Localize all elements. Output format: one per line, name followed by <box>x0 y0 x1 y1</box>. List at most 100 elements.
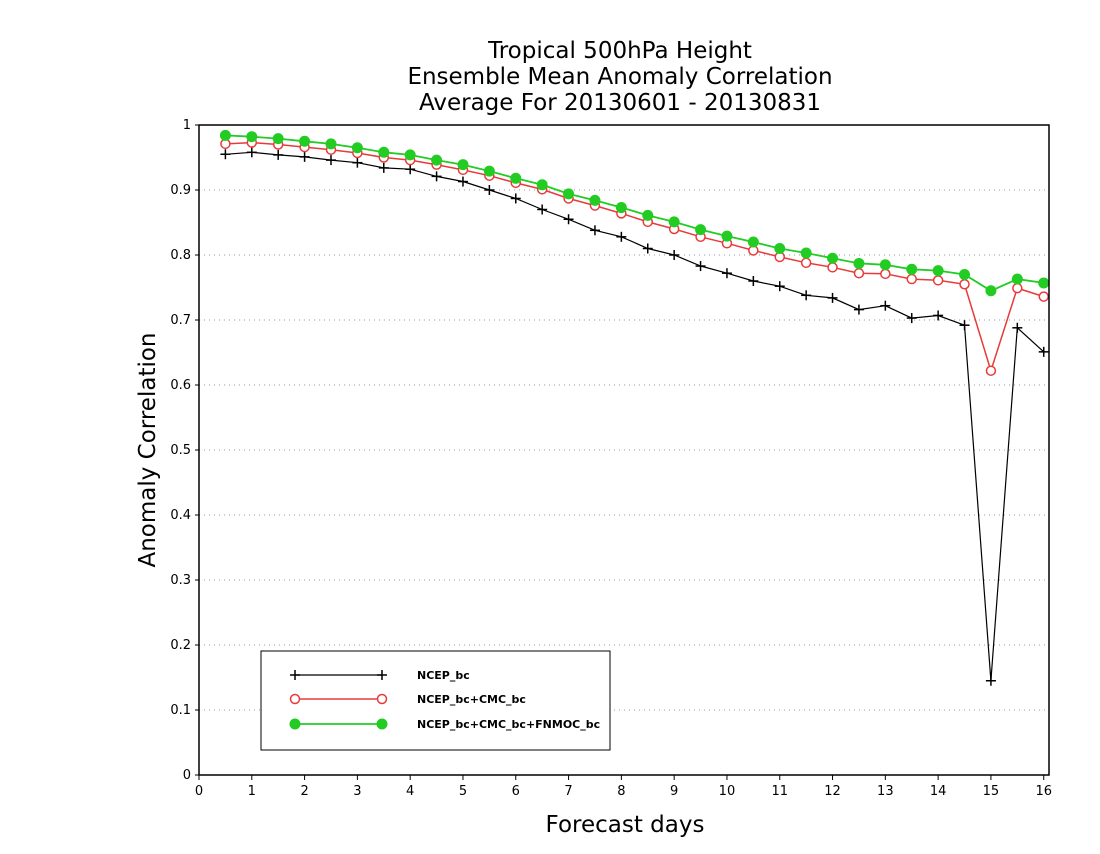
data-point-ncep-cmc <box>1012 282 1023 294</box>
x-tick-label: 12 <box>824 784 841 799</box>
y-tick-label: 0.5 <box>170 443 191 458</box>
legend: NCEP_bc NCEP_bc+CMC_bc NCEP_bc+CMC_bc+FN… <box>260 650 611 751</box>
data-point-ncep <box>933 310 944 321</box>
x-tick-label: 0 <box>195 784 203 799</box>
y-tick-label: 0.8 <box>170 248 191 263</box>
data-point-ncep-cmc <box>906 273 917 285</box>
series-line-ncep-cmc-fnmoc <box>225 134 1044 292</box>
data-point-ncep-cmc <box>959 279 970 290</box>
data-point-ncep-cmc-fnmoc <box>563 188 575 200</box>
data-point-ncep-cmc-fnmoc <box>800 247 812 259</box>
y-tick-label: 0.2 <box>170 638 191 653</box>
data-point-ncep <box>378 162 389 173</box>
data-point-ncep-cmc-fnmoc <box>1011 273 1023 285</box>
x-tick-label: 16 <box>1035 784 1052 799</box>
x-tick-label: 14 <box>930 784 947 799</box>
data-point-ncep <box>405 164 416 175</box>
legend-label-ncep: NCEP_bc <box>417 669 470 682</box>
data-point-ncep <box>721 268 732 279</box>
data-point-ncep <box>853 304 864 315</box>
x-tick-label: 4 <box>406 784 414 799</box>
grid-lines <box>199 189 1049 711</box>
x-tick-label: 8 <box>617 784 625 799</box>
data-point-ncep-cmc-fnmoc <box>774 243 786 254</box>
data-point-ncep-cmc-fnmoc <box>536 179 548 191</box>
y-tick-label: 1 <box>183 118 191 133</box>
chart-title-line-2: Ensemble Mean Anomaly Correlation <box>407 64 832 90</box>
data-point-ncep-cmc <box>827 262 838 273</box>
data-point-ncep-cmc <box>800 257 812 269</box>
chart-title-line-3: Average For 20130601 - 20130831 <box>419 90 821 116</box>
legend-box <box>260 650 611 751</box>
data-point-ncep-cmc-fnmoc <box>378 146 390 158</box>
legend-marker <box>376 718 388 730</box>
data-point-ncep-cmc-fnmoc <box>325 138 337 150</box>
data-point-ncep-cmc-fnmoc <box>246 131 258 143</box>
data-point-ncep-cmc-fnmoc <box>721 230 733 242</box>
legend-marker <box>290 670 300 680</box>
y-tick-label: 0 <box>183 768 191 783</box>
data-point-ncep-cmc <box>985 365 997 376</box>
series-ncep-cmc-fnmoc <box>219 129 1050 297</box>
data-point-ncep-cmc-fnmoc <box>510 172 522 184</box>
x-tick-label: 3 <box>353 784 361 799</box>
y-tick-label: 0.3 <box>170 573 191 588</box>
data-point-ncep <box>457 176 468 187</box>
series-line-ncep <box>225 151 1045 681</box>
data-point-ncep <box>748 276 759 286</box>
data-point-ncep <box>1038 346 1049 357</box>
data-point-ncep <box>669 250 680 260</box>
x-tick-label: 7 <box>564 784 572 799</box>
data-point-ncep-cmc <box>880 268 891 280</box>
legend-marker <box>377 670 387 680</box>
data-point-ncep-cmc-fnmoc <box>589 194 601 206</box>
data-point-ncep <box>352 157 363 168</box>
legend-sample-ncep-cmc <box>289 693 388 705</box>
data-point-ncep <box>510 193 521 204</box>
data-point-ncep <box>563 214 574 225</box>
data-point-ncep-cmc-fnmoc <box>642 209 654 221</box>
data-point-ncep <box>1012 322 1023 333</box>
data-point-ncep <box>985 675 996 686</box>
data-point-ncep-cmc-fnmoc <box>879 259 891 271</box>
data-point-ncep-cmc-fnmoc <box>219 129 231 141</box>
data-point-ncep <box>537 204 548 215</box>
x-tick-label: 10 <box>719 784 736 799</box>
data-point-ncep <box>589 225 600 236</box>
legend-sample-ncep-cmc-fnmoc <box>289 718 388 730</box>
x-tick-label: 9 <box>670 784 678 799</box>
x-axis-title: Forecast days <box>546 812 705 838</box>
data-point-ncep <box>906 313 917 324</box>
legend-marker <box>376 693 388 705</box>
legend-marker <box>289 693 301 705</box>
chart-title-line-1: Tropical 500hPa Height <box>487 38 752 64</box>
data-point-ncep <box>774 281 785 292</box>
data-point-ncep <box>431 171 442 182</box>
plot-frame <box>198 124 1050 776</box>
data-point-ncep <box>801 290 812 301</box>
data-point-ncep-cmc-fnmoc <box>695 224 707 236</box>
data-point-ncep <box>246 147 257 158</box>
data-point-ncep-cmc-fnmoc <box>299 135 311 147</box>
data-point-ncep-cmc-fnmoc <box>483 165 495 177</box>
x-tick-label: 15 <box>983 784 1000 799</box>
legend-sample-ncep <box>290 670 387 680</box>
data-point-ncep-cmc-fnmoc <box>431 154 443 166</box>
data-point-ncep-cmc <box>1038 291 1049 302</box>
data-point-ncep-cmc-fnmoc <box>747 236 759 248</box>
data-point-ncep-cmc-fnmoc <box>1038 277 1050 289</box>
y-tick-label: 0.1 <box>170 703 191 718</box>
legend-label-ncep-cmc-fnmoc: NCEP_bc+CMC_bc+FNMOC_bc <box>417 718 600 731</box>
data-point-ncep <box>273 149 284 160</box>
data-point-ncep <box>959 320 970 331</box>
x-tick-label: 2 <box>300 784 308 799</box>
data-point-ncep-cmc-fnmoc <box>959 269 971 280</box>
data-point-ncep <box>827 292 838 303</box>
data-point-ncep-cmc-fnmoc <box>404 149 416 161</box>
x-tick-label: 11 <box>771 784 788 799</box>
legend-label-ncep-cmc: NCEP_bc+CMC_bc <box>417 693 526 706</box>
data-point-ncep <box>220 149 231 160</box>
series-line-ncep-cmc <box>225 141 1044 374</box>
data-point-ncep-cmc-fnmoc <box>906 263 918 275</box>
series-ncep <box>220 147 1049 686</box>
